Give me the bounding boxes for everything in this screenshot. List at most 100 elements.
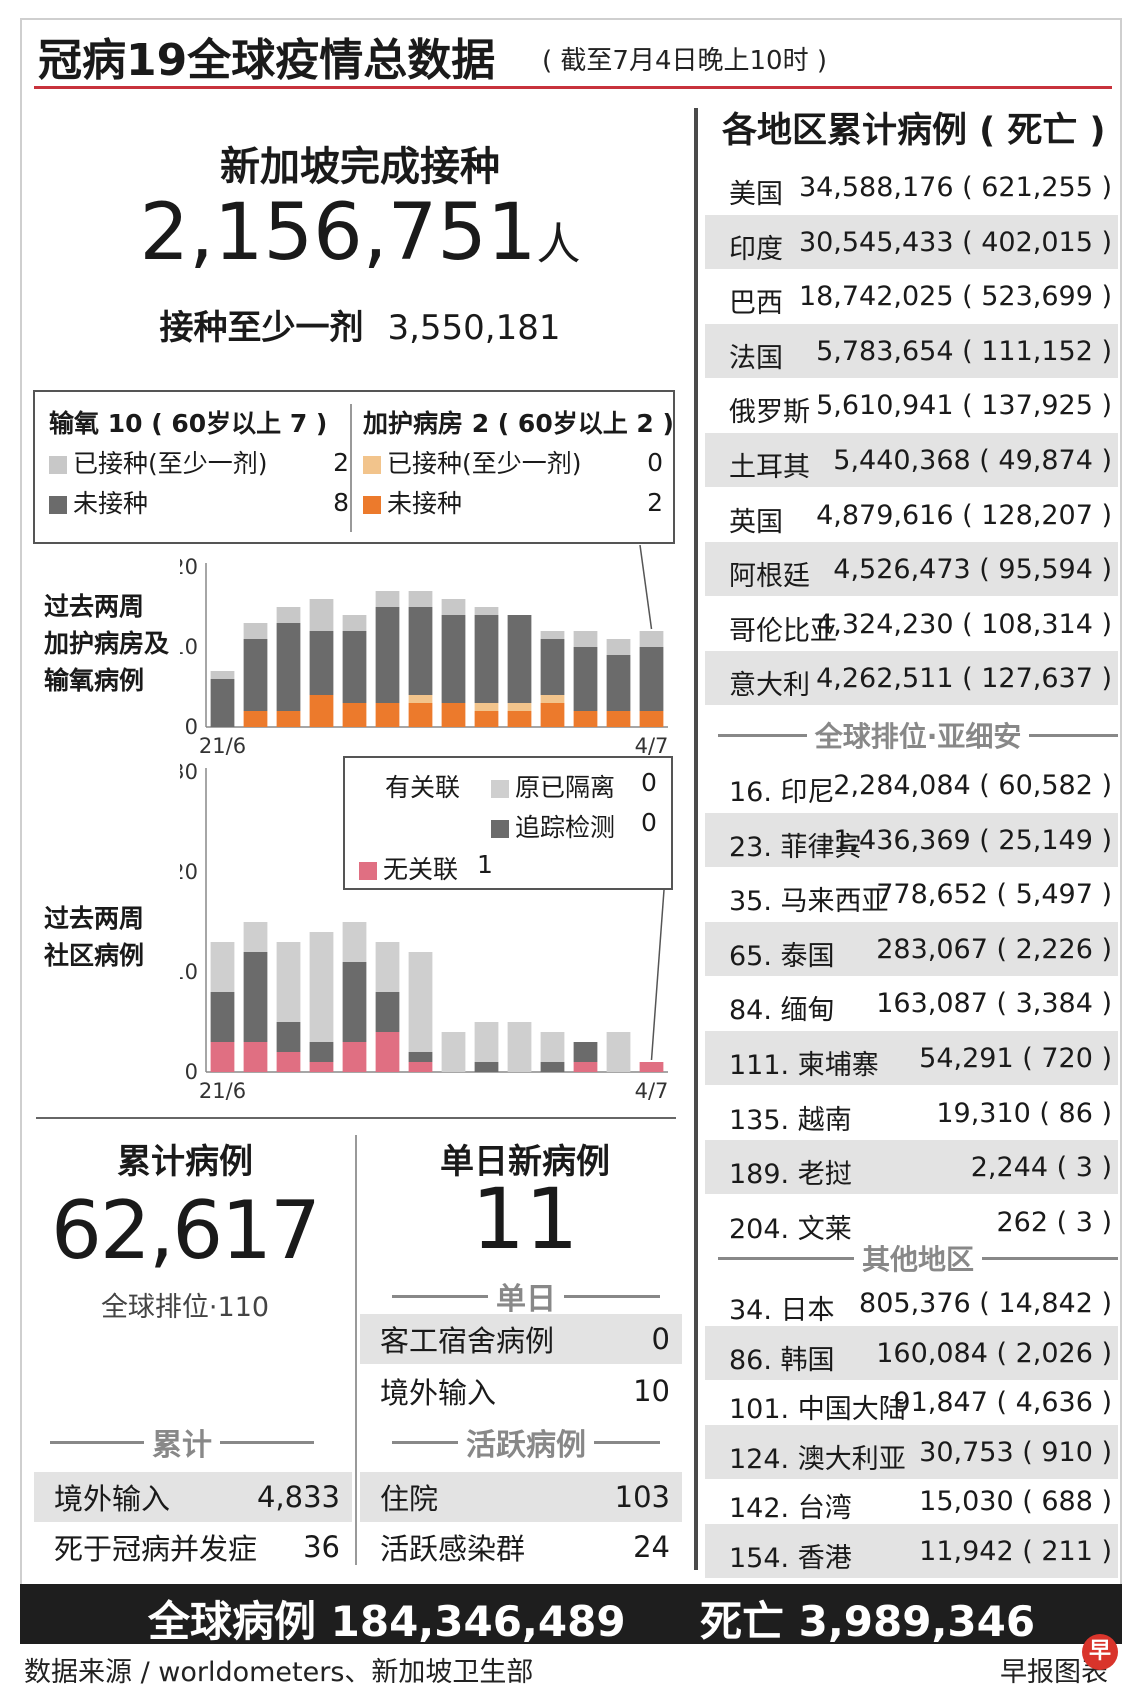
bar-segment [342,962,367,1042]
oxygen-unvaccinated-label: 未接种 [73,489,149,518]
bar-segment [243,1042,268,1072]
y-tick-label: 20 [180,860,198,884]
bar-segment [408,591,433,607]
daily-imported-value: 10 [633,1374,670,1408]
top-country-row: 英国 4,879,616 ( 128,207 ) [705,488,1118,542]
oxygen-unvaccinated-swatch [49,496,67,514]
active-hospital-row: 住院 103 [360,1472,682,1522]
bar-segment [507,703,532,711]
top-country-row: 印度 30,545,433 ( 402,015 ) [705,214,1118,269]
vaccination-completed: 2,156,751人 [120,188,600,278]
other-region-value: 805,376 ( 14,842 ) [859,1288,1112,1319]
bar-segment [375,591,400,607]
other-region-row: 34. 日本 805,376 ( 14,842 ) [705,1276,1118,1330]
daily-title: 单日新病例 [440,1142,610,1182]
asean-country-value: 163,087 ( 3,384 ) [876,988,1112,1020]
bar-segment [243,952,268,1042]
y-tick-label: 0 [185,1060,198,1084]
bar-segment [210,1042,235,1072]
cumulative-imported-row: 境外输入 4,833 [34,1472,352,1522]
bar-segment [474,615,499,703]
bar-segment [408,952,433,1052]
hospital-chart: 0 10 20 21/6 4/7 [180,545,668,758]
top-country-row: 阿根廷 4,526,473 ( 95,594 ) [705,542,1118,597]
community-chart: 010203021/64/7 [180,760,668,1103]
global-cases: 全球病例 184,346,489 [148,1597,626,1646]
bottom-column-separator [355,1135,357,1565]
bar-segment [375,992,400,1032]
top-country-row: 巴西 18,742,025 ( 523,699 ) [705,269,1118,323]
section-rule [36,1117,676,1119]
asean-country-value: 262 ( 3 ) [996,1206,1112,1238]
other-region-name: 86. 韩国 [729,1344,835,1376]
traced-label: 追踪检测 [515,813,616,842]
icu-legend: 加护病房 2 ( 60岁以上 2 ) 已接种(至少一剂) 0 未接种 2 [363,402,674,522]
cumulative-imported-label: 境外输入 [54,1482,171,1516]
bar-segment [606,711,631,727]
other-region-value: 11,942 ( 211 ) [919,1536,1112,1567]
global-totals-bar: 全球病例 184,346,489 死亡 3,989,346 [20,1584,1122,1646]
bar-segment [276,711,301,727]
asean-country-row: 204. 文莱 262 ( 3 ) [705,1195,1118,1249]
bar-segment [342,615,367,631]
bar-segment [309,1042,334,1062]
icu-legend-header: 加护病房 2 ( 60岁以上 2 ) [363,402,674,442]
top-country-value: 5,610,941 ( 137,925 ) [816,390,1112,422]
asean-country-row: 189. 老挝 2,244 ( 3 ) [705,1140,1118,1195]
top-country-value: 5,440,368 ( 49,874 ) [833,445,1112,476]
cumulative-rank: 全球排位·110 [100,1292,270,1323]
zaobao-logo: 早 [1082,1634,1118,1670]
y-tick-label: 30 [180,760,198,784]
vaccination-completed-value: 2,156,751 [139,188,537,278]
legend-pointer-line [639,545,653,630]
daily-dorm-label: 客工宿舍病例 [380,1324,555,1358]
community-chart-label: 过去两周 社区病例 [44,900,144,974]
bar-segment [309,1062,334,1072]
other-region-value: 30,753 ( 910 ) [919,1436,1112,1468]
active-hospital-label: 住院 [380,1482,439,1516]
asean-country-value: 778,652 ( 5,497 ) [876,879,1112,911]
bar-segment [342,631,367,703]
top-country-value: 34,588,176 ( 621,255 ) [798,172,1112,203]
traced-row: 追踪检测 [491,808,615,844]
x-tick-label: 21/6 [199,1079,246,1103]
hospital-chart-label: 过去两周 加护病房及 输氧病例 [44,588,169,699]
active-hospital-value: 103 [614,1480,670,1514]
oxygen-header: 输氧 10 ( 60岁以上 7 ) [49,409,328,438]
y-tick-label: 0 [185,715,198,739]
bar-segment [474,607,499,615]
bar-segment [507,711,532,727]
hospital-chart-label-line3: 输氧病例 [44,666,145,695]
cumulative-value: 62,617 [51,1184,321,1277]
asean-country-value: 2,284,084 ( 60,582 ) [833,770,1112,801]
bar-segment [540,631,565,639]
legend-pointer-line [650,889,665,1061]
asean-country-row: 16. 印尼 2,284,084 ( 60,582 ) [705,758,1118,812]
top-country-row: 美国 34,588,176 ( 621,255 ) [705,160,1118,214]
bar-segment [441,703,466,727]
linked-label: 有关联 [385,773,461,802]
column-separator [694,108,698,1570]
top-country-row: 土耳其 5,440,368 ( 49,874 ) [705,433,1118,487]
top-country-row: 法国 5,783,654 ( 111,152 ) [705,323,1118,378]
bar-segment [639,631,664,647]
asean-country-name: 204. 文莱 [729,1213,852,1245]
other-regions-header: 其他地区 [718,1238,1119,1278]
y-tick-label: 10 [180,960,198,984]
title-rule [34,86,1112,89]
bar-segment [276,1052,301,1072]
bar-segment [540,695,565,703]
daily-imported-row: 境外输入 10 [360,1366,682,1416]
vaccination-atleast-value: 3,550,181 [387,308,561,348]
top-country-value: 18,742,025 ( 523,699 ) [798,281,1112,313]
top-country-row: 哥伦比亚 4,324,230 ( 108,314 ) [705,597,1118,651]
top-country-name: 美国 [729,179,783,210]
vaccination-atleast: 接种至少一剂 3,550,181 [100,300,620,349]
top-country-row: 意大利 4,262,511 ( 127,637 ) [705,651,1118,706]
asean-country-name: 135. 越南 [729,1104,852,1136]
y-tick-label: 20 [180,555,198,579]
unlinked-swatch [359,862,377,880]
top-country-name: 意大利 [729,670,810,702]
asean-country-name: 65. 泰国 [729,940,835,972]
page-title: 冠病19全球疫情总数据 [38,35,496,86]
